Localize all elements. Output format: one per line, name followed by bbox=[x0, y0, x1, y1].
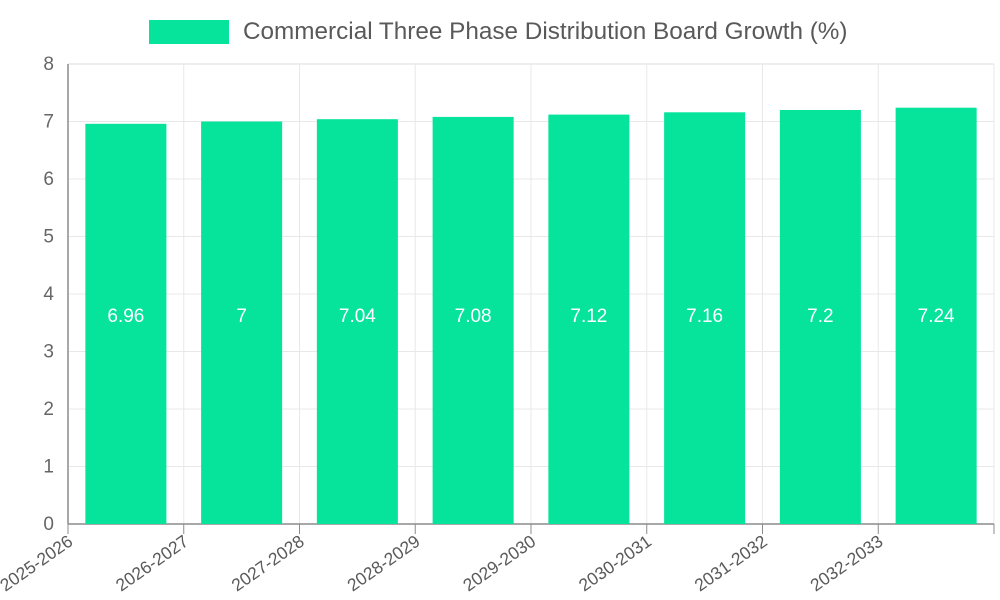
svg-text:7.2: 7.2 bbox=[807, 306, 833, 327]
svg-text:0: 0 bbox=[43, 514, 54, 535]
svg-text:1: 1 bbox=[43, 457, 54, 478]
svg-text:2032-2033: 2032-2033 bbox=[807, 531, 887, 595]
svg-text:8: 8 bbox=[43, 54, 54, 75]
svg-text:7.04: 7.04 bbox=[339, 306, 376, 327]
svg-text:2031-2032: 2031-2032 bbox=[691, 531, 771, 595]
svg-text:2: 2 bbox=[43, 399, 54, 420]
svg-text:7.08: 7.08 bbox=[455, 306, 492, 327]
svg-text:2030-2031: 2030-2031 bbox=[575, 531, 655, 595]
svg-text:2028-2029: 2028-2029 bbox=[344, 531, 424, 595]
svg-text:7.16: 7.16 bbox=[686, 306, 723, 327]
svg-text:2026-2027: 2026-2027 bbox=[112, 531, 192, 595]
svg-text:6.96: 6.96 bbox=[107, 306, 144, 327]
svg-text:7: 7 bbox=[43, 112, 54, 133]
svg-text:4: 4 bbox=[43, 284, 54, 305]
svg-text:2025-2026: 2025-2026 bbox=[0, 531, 76, 595]
svg-text:6: 6 bbox=[43, 169, 54, 190]
svg-text:5: 5 bbox=[43, 227, 54, 248]
svg-text:2027-2028: 2027-2028 bbox=[228, 531, 308, 595]
svg-text:7.24: 7.24 bbox=[918, 306, 955, 327]
svg-text:2029-2030: 2029-2030 bbox=[459, 531, 539, 596]
svg-text:7: 7 bbox=[236, 306, 247, 327]
svg-text:3: 3 bbox=[43, 342, 54, 363]
svg-text:7.12: 7.12 bbox=[570, 306, 607, 327]
